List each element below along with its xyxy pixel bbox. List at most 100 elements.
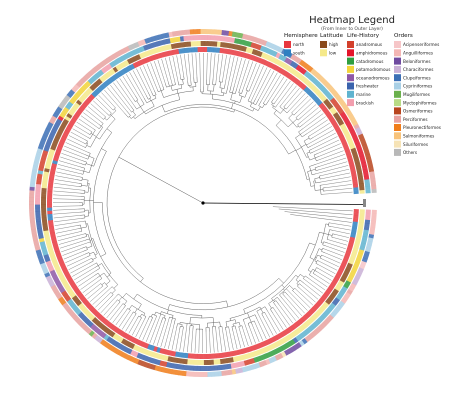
heatmap-cell: [240, 51, 246, 58]
heatmap-cell: [356, 270, 363, 276]
heatmap-cell: [50, 235, 57, 240]
tree-tip-branch: [68, 135, 84, 144]
heatmap-cell: [106, 329, 113, 336]
heatmap-cell: [124, 52, 130, 60]
tree-branch: [273, 302, 276, 306]
heatmap-cell: [59, 287, 66, 294]
tree-branch: [314, 166, 320, 168]
heatmap-cell: [42, 220, 48, 225]
heatmap-cell: [348, 114, 355, 121]
heatmap-cell: [106, 336, 113, 343]
heatmap-cell: [91, 332, 98, 339]
tree-branch: [76, 179, 82, 181]
legend-swatch: [347, 41, 354, 48]
heatmap-cell: [357, 173, 363, 178]
heatmap-cell: [100, 83, 107, 89]
heatmap-cell: [193, 35, 198, 41]
heatmap-cell: [109, 61, 116, 68]
heatmap-cell: [286, 65, 293, 73]
heatmap-cell: [340, 102, 348, 109]
tree-branch: [168, 317, 170, 319]
heatmap-cell: [342, 105, 350, 112]
heatmap-cell: [300, 331, 307, 338]
tree-branch: [303, 137, 310, 142]
tree-branch: [283, 104, 287, 108]
tree-branch: [129, 310, 131, 312]
tree-arc: [180, 326, 184, 328]
heatmap-cell: [370, 181, 377, 187]
tree-branch: [98, 263, 102, 266]
heatmap-cell: [298, 82, 305, 89]
tree-branch: [147, 92, 152, 99]
tree-tip-branch: [101, 92, 115, 107]
tree-branch: [254, 314, 258, 320]
heatmap-cell: [157, 33, 163, 40]
tree-tip-branch: [257, 312, 270, 338]
heatmap-cell: [304, 335, 311, 343]
heatmap-cell: [193, 359, 198, 365]
heatmap-cell: [67, 101, 74, 108]
tree-branch: [84, 139, 88, 142]
tree-branch: [91, 238, 94, 240]
heatmap-cell: [340, 297, 347, 304]
heatmap-cell: [230, 37, 236, 44]
heatmap-cell: [40, 244, 47, 250]
heatmap-cell: [219, 352, 224, 359]
heatmap-rings: [28, 28, 377, 377]
legend-column: Life-Historyanadromousamphidromouscatadr…: [347, 33, 390, 107]
heatmap-cell: [124, 46, 131, 53]
heatmap-cell: [354, 241, 361, 246]
heatmap-cell: [86, 328, 93, 335]
heatmap-cell: [30, 225, 37, 230]
tree-tip-branch: [95, 293, 111, 308]
heatmap-cell: [38, 163, 45, 168]
heatmap-cell: [78, 320, 85, 327]
legend-item-label: catadromous: [356, 59, 383, 64]
tree-tip-branch: [272, 313, 284, 330]
tree-tip-branch: [318, 146, 343, 157]
heatmap-cell: [174, 351, 180, 358]
heatmap-cell: [336, 129, 343, 135]
tree-tip-branch: [65, 254, 86, 263]
tree-branch: [128, 305, 133, 310]
heatmap-cell: [327, 94, 334, 101]
tree-tip-branch: [209, 331, 211, 353]
heatmap-cell: [307, 82, 314, 89]
heatmap-cell: [61, 109, 68, 116]
heatmap-cell: [364, 222, 370, 228]
tree-tip-branch: [322, 258, 339, 267]
tree-branch: [283, 107, 286, 110]
heatmap-cell: [38, 237, 45, 243]
heatmap-cell: [114, 341, 121, 348]
heatmap-cell: [335, 105, 343, 112]
heatmap-cell: [97, 62, 104, 69]
heatmap-cell: [74, 289, 81, 295]
heatmap-cell: [371, 213, 377, 218]
heatmap-cell: [164, 44, 169, 51]
tree-branch: [312, 273, 316, 276]
heatmap-cell: [264, 339, 270, 346]
heatmap-cell: [258, 342, 264, 349]
heatmap-cell: [159, 360, 164, 367]
heatmap-cell: [73, 93, 80, 100]
heatmap-cell: [66, 92, 73, 99]
heatmap-cell: [58, 141, 65, 147]
heatmap-cell: [213, 365, 218, 371]
tree-branch: [115, 299, 118, 302]
heatmap-cell: [121, 331, 127, 338]
tree-branch: [178, 93, 180, 100]
tree-tip-branch: [306, 119, 328, 134]
heatmap-cell: [126, 341, 133, 348]
tree-branch: [123, 305, 126, 309]
heatmap-cell: [275, 347, 281, 354]
heatmap-cell: [348, 161, 355, 167]
heatmap-cell: [358, 183, 365, 188]
tree-branch: [278, 278, 284, 284]
tree-branch: [314, 260, 317, 263]
heatmap-cell: [341, 260, 348, 266]
heatmap-cell: [123, 333, 130, 340]
tree-branch: [109, 292, 112, 294]
heatmap-cell: [105, 79, 112, 86]
heatmap-cell: [60, 135, 67, 142]
heatmap-cell: [207, 365, 211, 371]
